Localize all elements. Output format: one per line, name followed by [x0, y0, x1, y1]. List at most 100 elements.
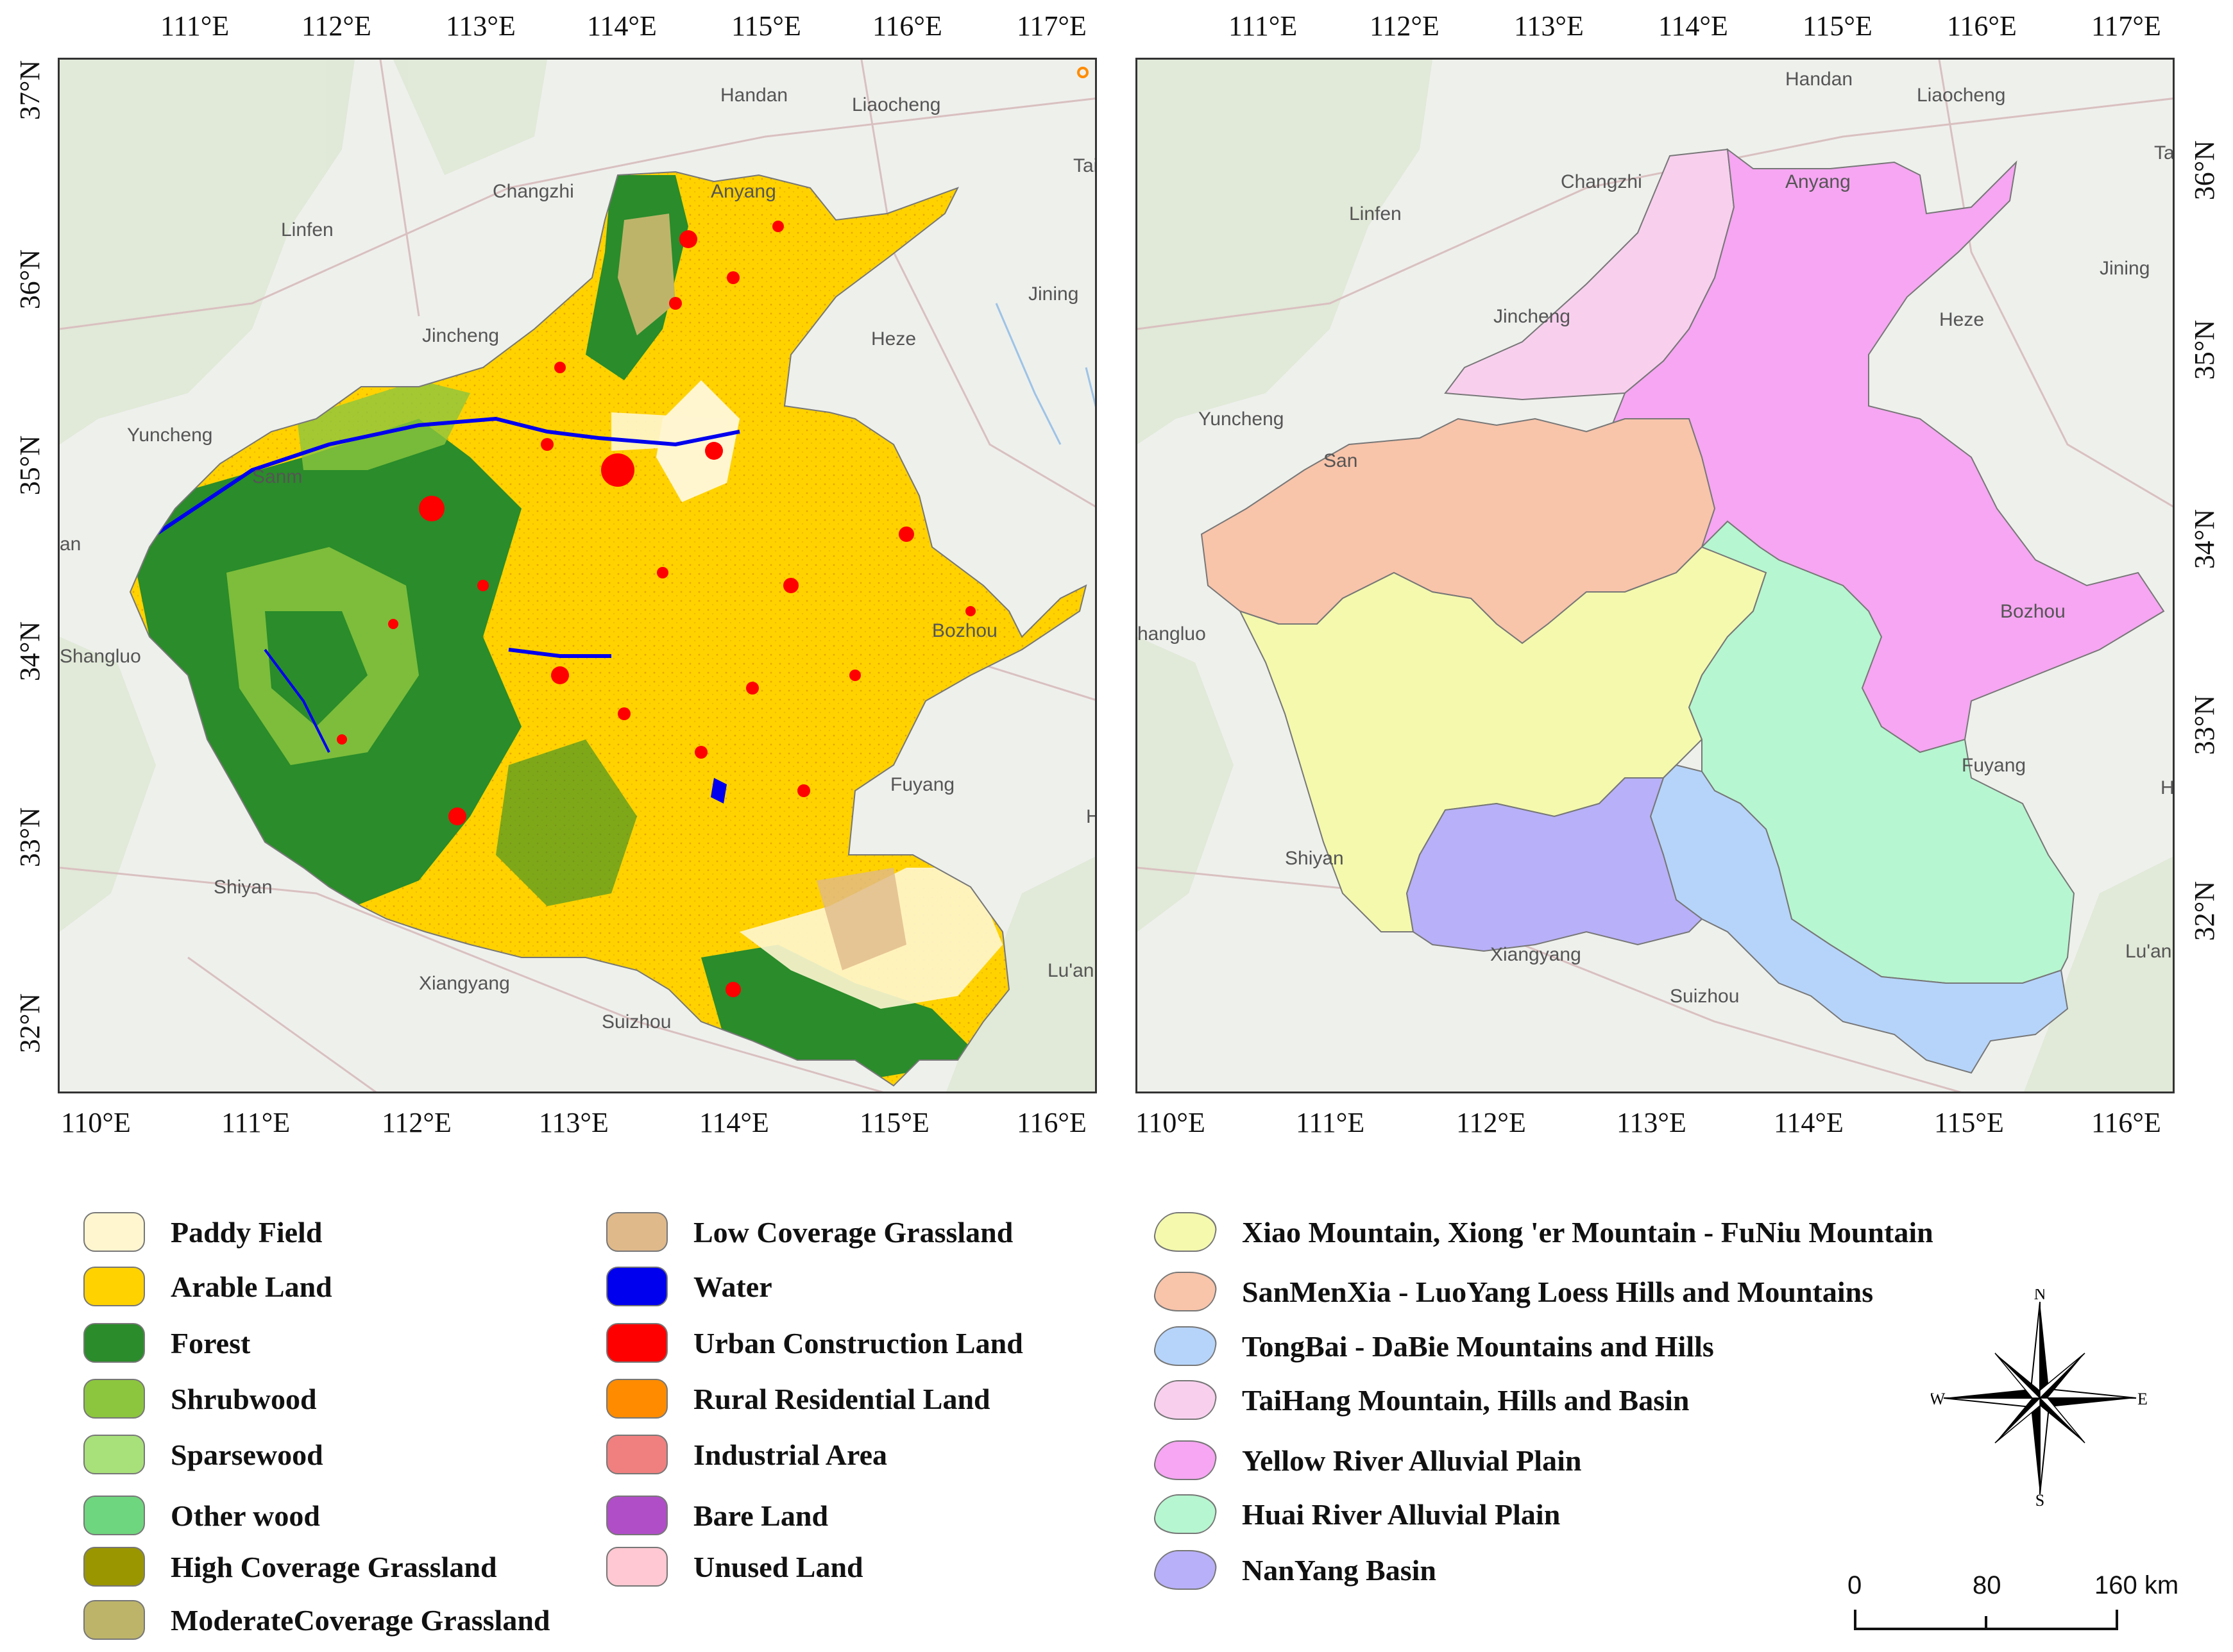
- legend-label: High Coverage Grassland: [171, 1550, 497, 1583]
- lon-tick-top: 117°E: [2091, 10, 2161, 42]
- lon-tick-top: 115°E: [731, 10, 801, 42]
- legend-item: SanMenXia - LuoYang Loess Hills and Moun…: [1150, 1270, 1874, 1313]
- base-label: Jining: [2100, 258, 2150, 279]
- lon-tick-bottom: 110°E: [61, 1107, 131, 1138]
- base-label: Liaocheng: [1917, 85, 2005, 106]
- legend-label: Arable Land: [171, 1270, 332, 1303]
- base-label: Xiangyang: [1490, 944, 1581, 965]
- legend-item: Xiao Mountain, Xiong 'er Mountain - FuNi…: [1150, 1211, 1933, 1253]
- legend-swatch: [606, 1379, 668, 1419]
- base-label: Yuncheng: [127, 425, 212, 446]
- lat-tick: 32°N: [14, 993, 46, 1054]
- legend-item: Low Coverage Grassland: [606, 1211, 1013, 1253]
- base-label: Suizhou: [602, 1011, 671, 1032]
- lon-tick-bottom: 113°E: [539, 1107, 609, 1138]
- region-map-canvas: Handan Liaocheng Tai' Changzhi Anyang Li…: [1137, 60, 2175, 1092]
- legend-item: Urban Construction Land: [606, 1322, 1023, 1364]
- legend-item: Arable Land: [83, 1265, 332, 1308]
- legend-swatch: [83, 1267, 145, 1306]
- base-label: Tai: [1073, 155, 1097, 176]
- base-label: Heze: [1939, 309, 1984, 330]
- legend-item: TaiHang Mountain, Hills and Basin: [1150, 1379, 1690, 1421]
- lat-tick: 36°N: [14, 249, 46, 310]
- legend-item: Water: [606, 1265, 772, 1308]
- lon-tick-top: 112°E: [301, 10, 371, 42]
- base-label: Linfen: [281, 219, 334, 240]
- legend-label: Bare Land: [693, 1499, 829, 1532]
- legend-swatch: [1150, 1440, 1221, 1480]
- legend-swatch: [83, 1379, 145, 1419]
- legend-item: Paddy Field: [83, 1211, 322, 1253]
- legend-item: Yellow River Alluvial Plain: [1150, 1439, 1581, 1481]
- legend-label: Sparsewood: [171, 1438, 323, 1471]
- legend-swatch: [83, 1600, 145, 1640]
- legend-label: TaiHang Mountain, Hills and Basin: [1242, 1383, 1690, 1417]
- legend-swatch: [83, 1212, 145, 1252]
- base-label: an: [60, 534, 81, 555]
- legend-label: Water: [693, 1270, 772, 1303]
- legend-label: NanYang Basin: [1242, 1553, 1436, 1587]
- legend-swatch: [1150, 1494, 1221, 1534]
- legend-swatch: [1150, 1212, 1221, 1252]
- base-label: H: [2161, 777, 2175, 798]
- lat-tick: 34°N: [2189, 509, 2221, 569]
- lon-tick-bottom: 110°E: [1135, 1107, 1205, 1138]
- base-label: Liaocheng: [852, 94, 940, 115]
- base-label: Bozhou: [2000, 601, 2066, 622]
- legend-label: Industrial Area: [693, 1438, 888, 1471]
- lon-tick-top: 116°E: [1947, 10, 2017, 42]
- lat-tick: 35°N: [14, 435, 46, 496]
- base-label: Jining: [1028, 283, 1078, 305]
- compass-east-label: E: [2137, 1390, 2148, 1408]
- base-label: Changzhi: [493, 181, 574, 202]
- lon-tick-top: 114°E: [1658, 10, 1728, 42]
- compass-rose-icon: N S E W: [1931, 1289, 2148, 1507]
- base-label: Shiyan: [1285, 848, 1344, 869]
- lat-tick: 35°N: [2189, 319, 2221, 380]
- legend-label: Low Coverage Grassland: [693, 1215, 1014, 1249]
- lon-tick-top: 113°E: [1514, 10, 1584, 42]
- legend-label: Shrubwood: [171, 1382, 317, 1415]
- base-label: Jincheng: [422, 325, 499, 346]
- scale-bar: [1854, 1610, 2118, 1630]
- legend-swatch: [606, 1496, 668, 1535]
- legend-item: Bare Land: [606, 1494, 828, 1537]
- compass-north-label: N: [2034, 1289, 2046, 1303]
- lon-tick-bottom: 115°E: [860, 1107, 930, 1138]
- base-label: Lu'an: [1048, 960, 1094, 981]
- legend-swatch: [606, 1323, 668, 1363]
- legend-label: Urban Construction Land: [693, 1326, 1023, 1360]
- scale-label-80: 80: [1973, 1571, 2001, 1599]
- lon-tick-top: 115°E: [1803, 10, 1872, 42]
- base-label: Changzhi: [1561, 171, 1642, 192]
- base-label: San: [1323, 450, 1357, 471]
- base-label: Shangluo: [60, 646, 141, 667]
- legend-item: High Coverage Grassland: [83, 1546, 497, 1588]
- legend-swatch: [1150, 1272, 1221, 1311]
- legend-label: SanMenXia - LuoYang Loess Hills and Moun…: [1242, 1275, 1874, 1308]
- base-label: Tai': [2154, 142, 2175, 164]
- lon-tick-top: 111°E: [1228, 10, 1298, 42]
- legend-item: Shrubwood: [83, 1378, 317, 1420]
- legend-label: Forest: [171, 1326, 251, 1360]
- scale-label-160: 160 km: [2094, 1571, 2179, 1599]
- lon-tick-bottom: 116°E: [2091, 1107, 2161, 1138]
- base-label: Anyang: [711, 181, 776, 202]
- legend-item: Other wood: [83, 1494, 320, 1537]
- lon-tick-bottom: 113°E: [1617, 1107, 1686, 1138]
- lon-tick-top: 112°E: [1370, 10, 1439, 42]
- lat-tick: 32°N: [2189, 881, 2221, 941]
- base-label: hangluo: [1137, 623, 1206, 645]
- region-map: Handan Liaocheng Tai' Changzhi Anyang Li…: [1135, 58, 2175, 1093]
- legend-label: Paddy Field: [171, 1215, 323, 1249]
- lon-tick-top: 111°E: [160, 10, 230, 42]
- lon-tick-bottom: 115°E: [1934, 1107, 2004, 1138]
- base-label: H: [1086, 806, 1097, 827]
- legend-swatch: [606, 1547, 668, 1587]
- lon-tick-bottom: 114°E: [1774, 1107, 1844, 1138]
- base-label: Lu'an: [2125, 941, 2171, 962]
- lat-tick: 33°N: [14, 807, 46, 868]
- base-label: Suizhou: [1670, 986, 1739, 1007]
- legend-item: Unused Land: [606, 1546, 863, 1588]
- base-label: Linfen: [1349, 203, 1402, 224]
